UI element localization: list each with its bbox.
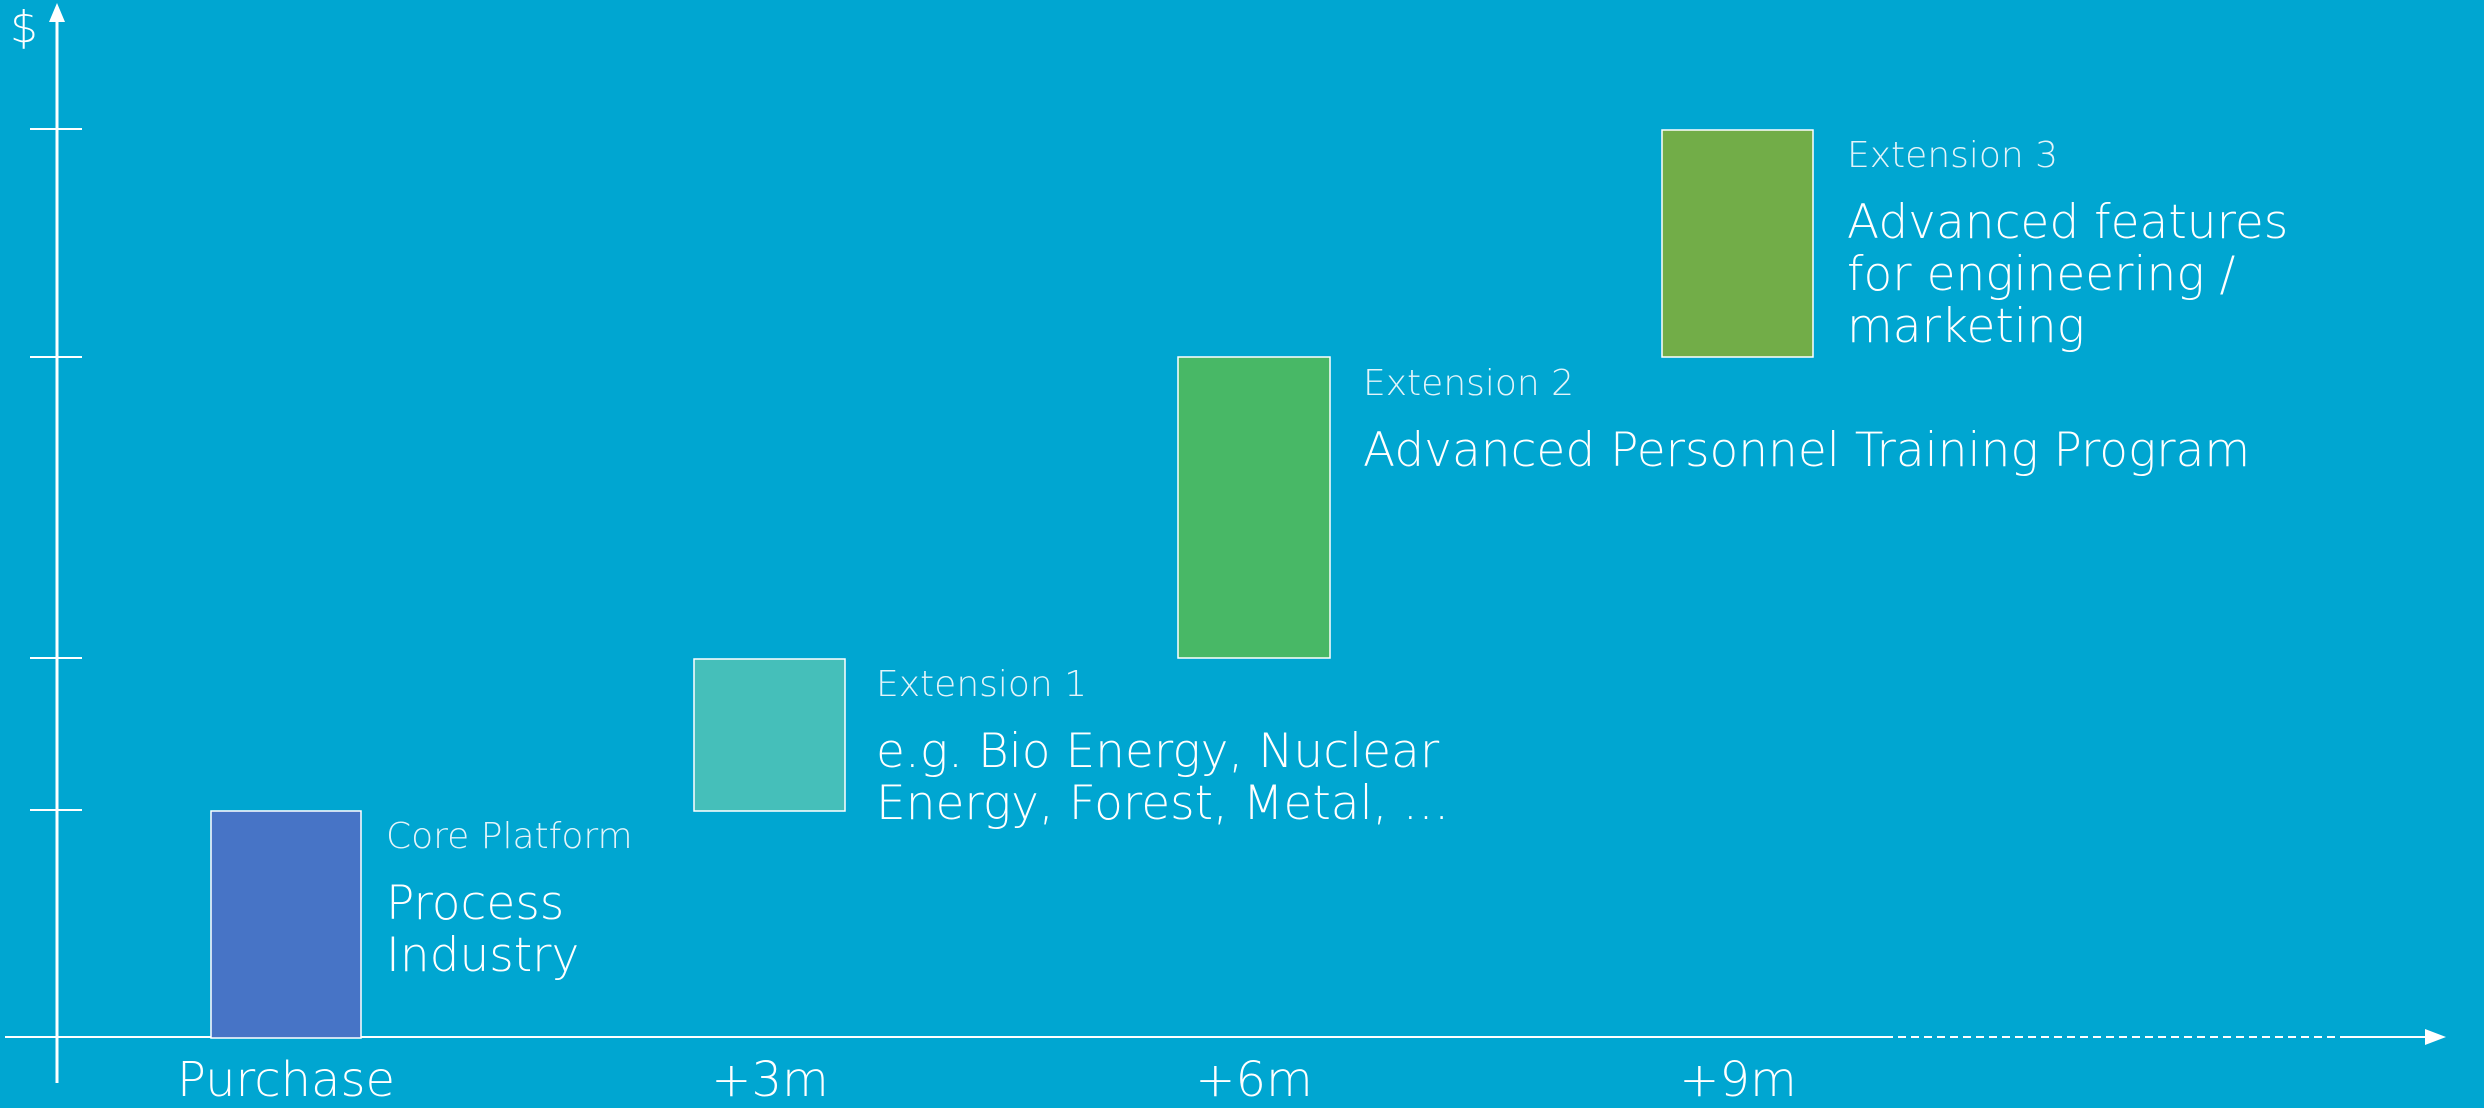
core-platform-bar	[210, 810, 362, 1039]
core-platform-description: Process Industry	[386, 876, 580, 983]
x-label-purchase: Purchase	[177, 1052, 395, 1108]
extension-1-bar	[693, 658, 846, 812]
x-axis-arrow	[2425, 1029, 2446, 1045]
extension-1-description: e.g. Bio Energy, Nuclear Energy, Forest,…	[876, 724, 1450, 831]
extension-2-category: Extension 2	[1363, 363, 1575, 404]
x-label-6m: +6m	[1195, 1052, 1313, 1108]
y-axis-arrow	[49, 3, 65, 22]
x-label-9m: +9m	[1679, 1052, 1797, 1108]
y-axis-symbol: $	[10, 2, 38, 53]
core-platform-category: Core Platform	[386, 816, 633, 857]
extension-3-category: Extension 3	[1847, 135, 2059, 176]
extension-3-bar	[1661, 129, 1814, 358]
extension-1-category: Extension 1	[876, 664, 1088, 705]
extension-3-description: Advanced features for engineering / mark…	[1847, 195, 2289, 354]
extension-2-description: Advanced Personnel Training Program	[1363, 423, 2251, 478]
extension-2-bar	[1177, 356, 1331, 659]
x-label-3m: +3m	[711, 1052, 829, 1108]
